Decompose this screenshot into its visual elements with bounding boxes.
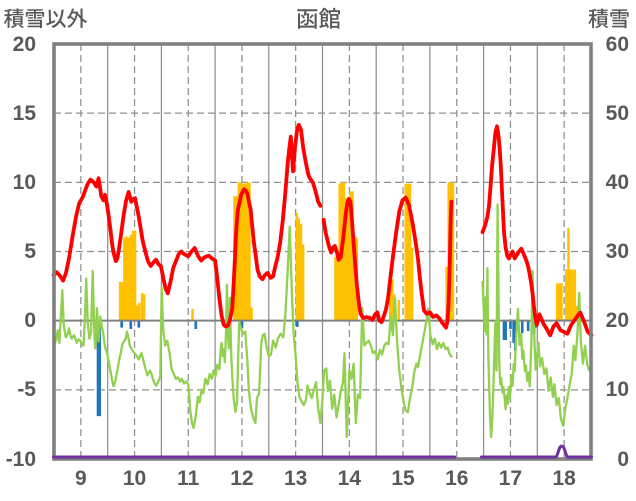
- sunshine-bars-bar: [336, 257, 339, 321]
- sunshine-bars-bar: [404, 183, 407, 321]
- sunshine-bars-bar: [334, 257, 337, 321]
- tick-label: 11: [177, 467, 200, 490]
- sunshine-bars-bar: [143, 294, 146, 321]
- sunshine-bars-bar: [573, 269, 577, 321]
- sunshine-bars-bar: [451, 182, 455, 321]
- tick-label: 30: [605, 240, 629, 263]
- sunshine-bars-bar: [391, 279, 394, 321]
- sunshine-bars-bar: [191, 308, 194, 321]
- tick-label: 18: [552, 467, 576, 490]
- tick-label: 20: [12, 32, 36, 56]
- sunshine-bars-bar: [349, 191, 352, 321]
- sunshine-bars-bar: [558, 283, 561, 321]
- tick-label: 16: [445, 467, 469, 490]
- tick-label: 9: [75, 467, 87, 490]
- sunshine-bars-bar: [445, 266, 448, 321]
- sunshine-bars-bar: [138, 302, 141, 321]
- sunshine-bars-bar: [567, 227, 570, 321]
- precip-bars-bar: [504, 320, 507, 341]
- sunshine-bars-bar: [127, 237, 130, 321]
- sunshine-bars-bar: [295, 212, 298, 321]
- tick-label: -10: [5, 447, 36, 471]
- sunshine-bars-bar: [118, 281, 122, 321]
- green-line-path: [52, 203, 593, 439]
- sunshine-bars-bar: [301, 244, 305, 321]
- snow-depth-line-path: [52, 444, 593, 459]
- tick-label: 0: [24, 309, 36, 333]
- tick-label: 0: [617, 447, 629, 471]
- sunshine-bars-bar: [239, 182, 243, 321]
- sunshine-bars-bar: [241, 183, 245, 321]
- chart-title: [297, 7, 340, 29]
- sunshine-bars-bar: [560, 283, 563, 321]
- tick-label: 15: [12, 101, 36, 125]
- precip-bars-bar: [526, 320, 530, 332]
- sunshine-bars-bar: [136, 305, 139, 321]
- plot-border: [52, 42, 593, 461]
- sunshine-bars-bar: [129, 234, 132, 321]
- tick-label: 40: [605, 170, 629, 194]
- tick-label: 14: [337, 467, 362, 490]
- precip-bars-bar: [137, 320, 141, 328]
- sunshine-bars-bar: [351, 191, 354, 321]
- precip-bars-bar: [98, 320, 101, 417]
- sunshine-bars-bar: [342, 182, 346, 321]
- precip-bars-bar: [96, 320, 100, 417]
- sunshine-bars-bar: [237, 182, 240, 321]
- tick-label: -5: [17, 378, 36, 402]
- precip-bars-bar: [502, 320, 506, 341]
- tick-label: 20: [605, 309, 629, 333]
- tick-label: 60: [605, 32, 629, 56]
- sunshine-bars-bar: [555, 283, 559, 321]
- sunshine-bars-bar: [388, 276, 392, 321]
- red-line-path: [51, 123, 594, 338]
- sunshine-bars-bar: [344, 198, 348, 321]
- precip-bars-bar: [194, 320, 198, 329]
- tick-label: 15: [391, 467, 415, 490]
- sunshine-bars-bar: [140, 293, 144, 321]
- sunshine-bars-bar: [248, 182, 251, 321]
- sunshine-bars-bar: [297, 218, 301, 321]
- sunshine-bars-bar: [565, 269, 568, 321]
- sunshine-bars-bar: [571, 269, 574, 321]
- precip-bars-bar: [512, 320, 516, 343]
- left-axis-title: [4, 8, 88, 29]
- sunshine-bars-bar: [246, 182, 249, 321]
- precip-bars-bar: [129, 320, 133, 329]
- bar-series: [96, 182, 579, 417]
- precip-bars-bar: [295, 320, 299, 327]
- line-series: [51, 123, 594, 439]
- sunshine-bars-bar: [569, 269, 572, 321]
- tick-label: 12: [230, 467, 254, 490]
- tick-label: 10: [12, 170, 36, 194]
- right-axis-title: [588, 8, 629, 29]
- precip-bars-bar: [240, 320, 244, 329]
- precip-bars-bar: [120, 320, 124, 328]
- sunshine-bars-bar: [243, 183, 247, 321]
- sunshine-bars-bar: [347, 198, 350, 321]
- sunshine-bars-bar: [133, 230, 137, 321]
- sunshine-bars-bar: [406, 183, 410, 321]
- snow-line-layer: [52, 444, 593, 459]
- precip-bars-bar: [509, 320, 512, 329]
- sunshine-bars-bar: [250, 307, 253, 321]
- sunshine-bars-bar: [410, 247, 414, 321]
- tick-label: 10: [605, 378, 629, 402]
- sunshine-bars-bar: [397, 299, 400, 321]
- tick-label: 17: [498, 467, 523, 490]
- tick-label: 5: [24, 240, 36, 263]
- sunshine-bars-bar: [123, 237, 126, 321]
- tick-label: 13: [283, 467, 308, 490]
- sunshine-bars-bar: [131, 230, 135, 321]
- sunshine-bars-bar: [299, 223, 303, 321]
- sunshine-bars-bar: [125, 236, 128, 321]
- sunshine-bars-bar: [120, 281, 124, 321]
- tick-label: 10: [122, 467, 147, 490]
- sunshine-bars-bar: [408, 183, 412, 321]
- precip-bars-bar: [520, 320, 524, 334]
- tick-label: 50: [605, 101, 629, 125]
